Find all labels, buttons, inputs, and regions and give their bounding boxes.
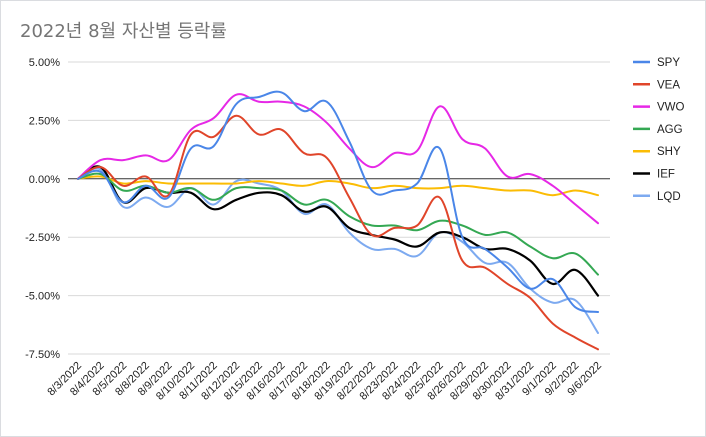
y-axis-tick-labels: 5.00% 2.50% 0.00% -2.50% -5.00% -7.50% [25,57,60,361]
series-line-vea [77,114,599,351]
series-line-vwo [77,93,599,225]
legend: SPY VEA VWO AGG SHY IEF LQD [633,57,685,203]
legend-label-spy: SPY [657,57,680,69]
legend-label-lqd: LQD [657,191,681,203]
chart-title: 2022년 8월 자산별 등락률 [20,21,227,42]
y-tick-label: -7.50% [25,349,60,361]
y-tick-label: 5.00% [29,57,60,69]
legend-label-vea: VEA [657,79,680,91]
series-lines [76,90,600,351]
legend-label-ief: IEF [657,169,675,181]
y-tick-label: 0.00% [29,174,60,186]
y-tick-label: 2.50% [29,115,60,127]
legend-label-agg: AGG [657,124,683,136]
y-tick-label: -5.00% [25,291,60,303]
series-line-spy [77,90,599,313]
series-line-shy [77,175,599,197]
legend-label-vwo: VWO [657,102,685,114]
x-axis-tick-labels: 8/3/20228/4/20228/5/20228/8/20228/9/2022… [45,360,604,403]
legend-label-shy: SHY [657,146,681,158]
y-tick-label: -2.50% [25,232,60,244]
series-line-agg [77,172,599,276]
